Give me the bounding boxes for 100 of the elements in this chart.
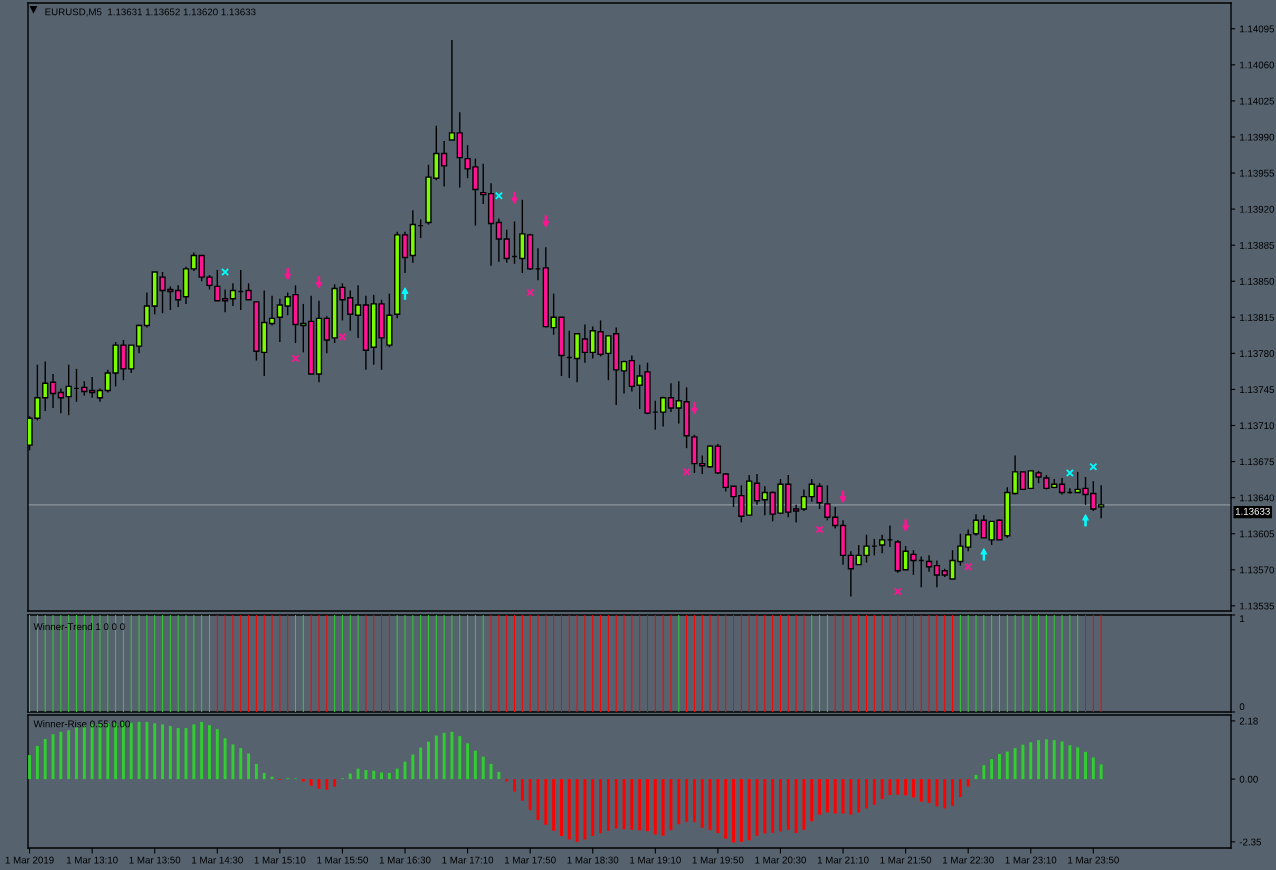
bar xyxy=(1021,744,1025,780)
bar xyxy=(638,779,642,831)
y-tick-label: 1.13955 xyxy=(1240,169,1275,177)
candlestick xyxy=(581,323,589,364)
bar xyxy=(833,779,837,814)
candlestick xyxy=(1098,484,1105,519)
bar xyxy=(364,770,368,780)
bar xyxy=(520,779,524,801)
bar xyxy=(473,750,477,780)
bar xyxy=(208,725,211,780)
y-tick-label: 1.13780 xyxy=(1240,350,1275,357)
bar xyxy=(168,725,172,780)
bar xyxy=(497,771,501,780)
bar xyxy=(904,779,908,796)
candlestick xyxy=(503,229,510,264)
y-tick-label: 1.13745 xyxy=(1240,386,1275,394)
x-tick-label: 1 Mar 2019 xyxy=(5,856,54,864)
bar xyxy=(1091,757,1095,780)
bar xyxy=(356,768,360,780)
bar xyxy=(779,779,782,832)
candlestick xyxy=(980,514,987,539)
bar xyxy=(427,741,430,780)
bar xyxy=(559,779,563,836)
bar xyxy=(348,773,352,780)
y-tick-label: 1.13605 xyxy=(1240,530,1275,538)
bar xyxy=(552,779,556,831)
candlestick xyxy=(354,284,362,339)
bar xyxy=(591,779,595,836)
candlestick xyxy=(792,504,800,524)
candlestick xyxy=(214,269,221,302)
candlestick xyxy=(88,376,96,399)
candlestick xyxy=(620,359,628,395)
x-tick-label: 1 Mar 22:30 xyxy=(942,856,994,864)
bar xyxy=(1084,751,1087,780)
x-tick-label: 1 Mar 23:50 xyxy=(1068,856,1119,864)
bar xyxy=(333,779,337,787)
bar xyxy=(513,779,516,792)
x-tick-label: 1 Mar 15:50 xyxy=(317,856,368,864)
y-tick-label: 1.13535 xyxy=(1240,602,1275,610)
bar xyxy=(43,739,47,780)
bar xyxy=(215,729,219,780)
bar xyxy=(28,755,32,780)
bar xyxy=(739,779,743,842)
bar xyxy=(442,732,446,780)
candlestick xyxy=(879,534,886,554)
point xyxy=(291,354,300,363)
y-tick-label: 1 xyxy=(1240,615,1245,623)
y-tick-label: 1.13640 xyxy=(1240,494,1275,502)
candlestick xyxy=(268,294,276,327)
bar xyxy=(411,754,415,780)
bar xyxy=(153,723,157,780)
bar xyxy=(708,779,712,831)
bar xyxy=(176,728,180,780)
bar xyxy=(810,779,814,822)
candlestick xyxy=(143,291,151,329)
bar xyxy=(1099,764,1103,780)
bar xyxy=(395,768,399,780)
bar xyxy=(481,756,485,780)
bar xyxy=(1005,751,1009,780)
bar xyxy=(458,736,462,780)
y-tick-label: -2.35 xyxy=(1239,838,1262,846)
bar xyxy=(919,779,923,802)
bar xyxy=(872,779,876,805)
bar xyxy=(606,779,610,831)
bar xyxy=(865,779,868,809)
bar xyxy=(990,759,994,780)
candlestick xyxy=(190,251,197,272)
candlestick xyxy=(667,382,675,413)
bar xyxy=(802,779,806,830)
bar xyxy=(943,779,947,809)
bar xyxy=(544,779,548,825)
bar xyxy=(958,779,962,797)
candlestick xyxy=(933,559,941,588)
bar xyxy=(794,779,798,834)
bar xyxy=(771,779,775,833)
x-tick-label: 1 Mar 15:10 xyxy=(254,856,306,864)
y-tick-label: 1.13570 xyxy=(1240,566,1275,574)
bar xyxy=(35,745,39,780)
bar xyxy=(763,779,767,834)
bar xyxy=(419,747,423,780)
x-tick-label: 1 Mar 21:50 xyxy=(880,856,932,864)
candlestick xyxy=(753,473,761,506)
y-tick-label: 0.00 xyxy=(1239,775,1258,783)
x-tick-label: 1 Mar 19:50 xyxy=(692,856,744,864)
y-tick-label: 1.13710 xyxy=(1240,422,1275,430)
candlestick xyxy=(49,373,57,409)
candlestick xyxy=(706,444,714,469)
bar xyxy=(661,779,665,836)
bar xyxy=(325,779,329,790)
bar xyxy=(653,779,657,835)
bar xyxy=(1037,740,1041,780)
bar xyxy=(896,779,900,795)
candlestick xyxy=(135,323,143,355)
bar xyxy=(231,744,235,780)
bar xyxy=(825,779,829,813)
bar xyxy=(254,763,258,780)
bar xyxy=(786,779,790,830)
y-tick-label: 1.13850 xyxy=(1240,277,1275,285)
ref-line-label: 1.13633 xyxy=(1235,507,1270,515)
bar xyxy=(1029,742,1033,780)
